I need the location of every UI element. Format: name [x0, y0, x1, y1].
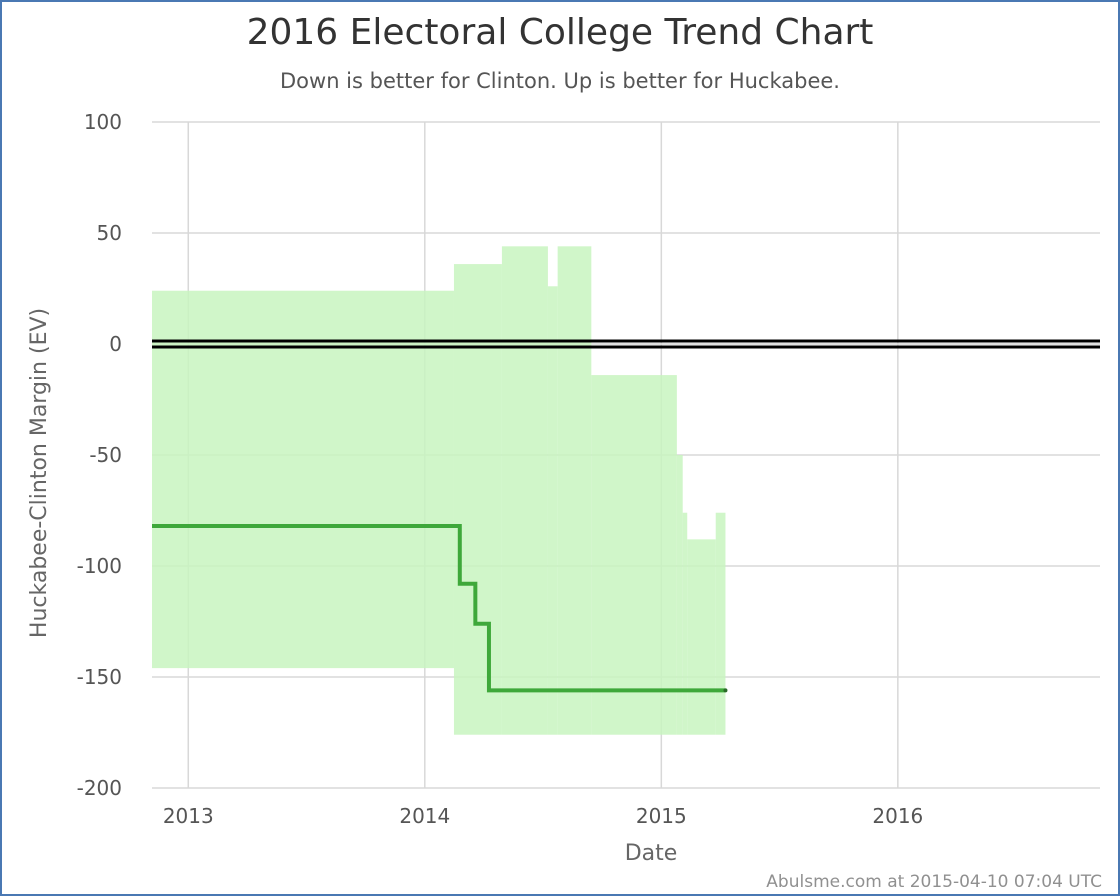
range-band-segment	[687, 539, 716, 735]
x-tick-label: 2016	[872, 804, 923, 828]
y-tick-label: -150	[77, 665, 122, 689]
x-tick-label: 2014	[399, 804, 450, 828]
y-tick-label: 100	[84, 110, 122, 134]
range-band-segment	[591, 375, 677, 735]
chart-title: 2016 Electoral College Trend Chart	[246, 12, 874, 53]
range-band-segment	[453, 264, 502, 735]
y-tick-label: -100	[77, 554, 122, 578]
y-tick-label: 0	[109, 332, 122, 356]
range-band-segment	[682, 512, 688, 735]
margin-series-line	[152, 524, 726, 693]
series-endpoint	[723, 688, 728, 693]
y-axis-label: Huckabee-Clinton Margin (EV)	[27, 308, 52, 638]
range-band-segment	[715, 512, 726, 735]
range-band-segment	[676, 455, 683, 735]
x-axis-label: Date	[625, 841, 678, 866]
range-band-segment	[557, 246, 592, 735]
range-band-segment	[547, 286, 558, 735]
y-tick-label: -50	[89, 443, 122, 467]
chart-credit: Abulsme.com at 2015-04-10 07:04 UTC	[766, 872, 1102, 892]
x-tick-label: 2015	[636, 804, 687, 828]
range-band-segment	[501, 246, 548, 735]
x-tick-label: 2013	[163, 804, 214, 828]
y-tick-label: -200	[77, 776, 122, 800]
chart-subtitle: Down is better for Clinton. Up is better…	[280, 69, 840, 93]
y-tick-label: 50	[97, 221, 122, 245]
range-band-segment	[152, 290, 454, 669]
